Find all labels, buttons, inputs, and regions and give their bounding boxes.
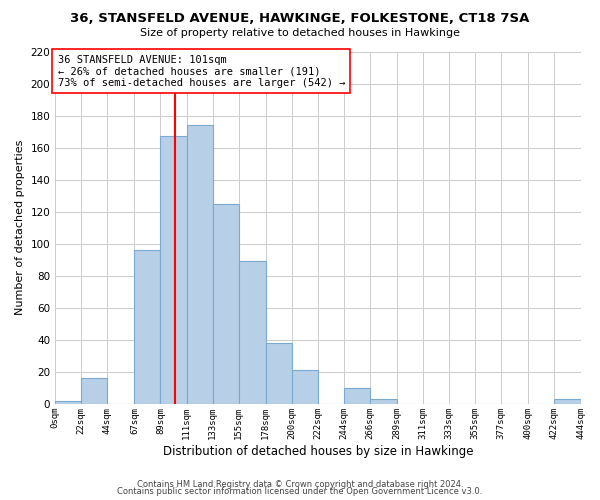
X-axis label: Distribution of detached houses by size in Hawkinge: Distribution of detached houses by size … xyxy=(163,444,473,458)
Text: Contains public sector information licensed under the Open Government Licence v3: Contains public sector information licen… xyxy=(118,488,482,496)
Bar xyxy=(292,370,318,404)
Text: Size of property relative to detached houses in Hawkinge: Size of property relative to detached ho… xyxy=(140,28,460,38)
Y-axis label: Number of detached properties: Number of detached properties xyxy=(15,140,25,316)
Bar xyxy=(134,250,160,404)
Text: Contains HM Land Registry data © Crown copyright and database right 2024.: Contains HM Land Registry data © Crown c… xyxy=(137,480,463,489)
Bar xyxy=(370,399,397,404)
Bar xyxy=(212,204,239,404)
Text: 36, STANSFELD AVENUE, HAWKINGE, FOLKESTONE, CT18 7SA: 36, STANSFELD AVENUE, HAWKINGE, FOLKESTO… xyxy=(70,12,530,26)
Bar xyxy=(187,125,212,404)
Text: 36 STANSFELD AVENUE: 101sqm
← 26% of detached houses are smaller (191)
73% of se: 36 STANSFELD AVENUE: 101sqm ← 26% of det… xyxy=(58,54,345,88)
Bar xyxy=(266,343,292,404)
Bar xyxy=(239,262,266,404)
Bar xyxy=(55,400,81,404)
Bar xyxy=(81,378,107,404)
Bar xyxy=(160,136,187,404)
Bar xyxy=(554,399,581,404)
Bar xyxy=(344,388,370,404)
